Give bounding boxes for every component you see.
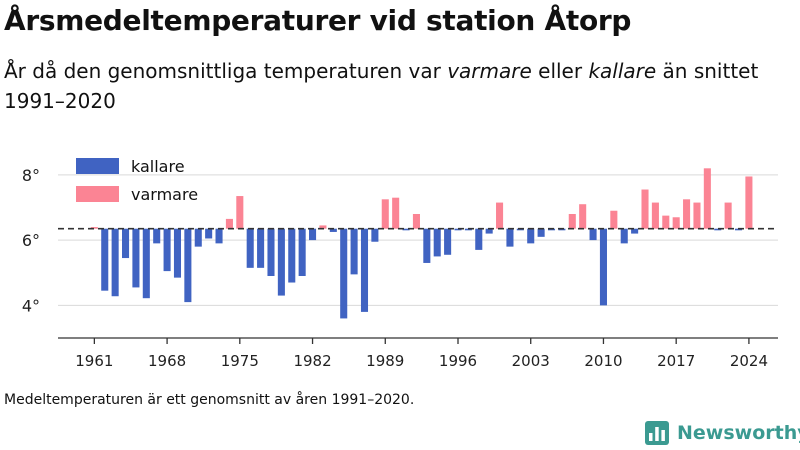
x-tick-label: 1975: [221, 352, 259, 370]
bar-kallare: [246, 228, 254, 268]
bar-kallare: [527, 228, 535, 244]
x-tick-label: 2017: [657, 352, 695, 370]
bar-kallare: [423, 228, 431, 263]
chart-subtitle: År då den genomsnittliga temperaturen va…: [4, 56, 784, 116]
bar-kallare: [267, 228, 275, 276]
legend-label-varmare: varmare: [131, 184, 199, 204]
footnote: Medeltemperaturen är ett genomsnitt av å…: [4, 392, 415, 408]
bar-varmare: [672, 217, 680, 229]
subtitle-cold-word: kallare: [588, 59, 657, 83]
x-tick-label: 2003: [512, 352, 550, 370]
bar-kallare: [163, 228, 171, 272]
bar-varmare: [225, 218, 233, 229]
y-tick-label: 4°: [22, 296, 40, 315]
bar-varmare: [319, 225, 327, 229]
bar-varmare: [381, 199, 389, 229]
bar-kallare: [153, 228, 161, 244]
brand-name: Newsworthy: [677, 422, 800, 444]
bar-kallare: [454, 228, 462, 231]
bar-kallare: [475, 228, 483, 250]
legend-swatch-varmare: [76, 186, 119, 202]
chart-title: Årsmedeltemperaturer vid station Åtorp: [4, 4, 632, 37]
bar-kallare: [516, 228, 524, 231]
bar-varmare: [641, 189, 649, 229]
bar-kallare: [111, 228, 119, 297]
bar-kallare: [277, 228, 285, 296]
bar-kallare: [631, 228, 639, 234]
bar-varmare: [703, 168, 711, 229]
bar-kallare: [360, 228, 369, 312]
bar-kallare: [464, 228, 472, 231]
bar-kallare: [298, 228, 306, 276]
bar-kallare: [173, 228, 182, 278]
bar-varmare: [412, 214, 420, 229]
bars: [90, 168, 753, 319]
bar-kallare: [340, 228, 348, 319]
bar-kallare: [444, 228, 452, 255]
x-tick-label: 1968: [148, 352, 186, 370]
bar-kallare: [329, 228, 337, 232]
bar-kallare: [620, 228, 628, 244]
bar-chart: 1961 1968 1975 1982 1989 1996 2003 2010 2017 2024…: [22, 166, 778, 370]
bar-kallare: [194, 228, 202, 247]
subtitle-warm-word: varmare: [447, 59, 532, 83]
legend-item-varmare: varmare: [76, 180, 198, 208]
x-tick-label: 2024: [730, 352, 768, 370]
bar-varmare: [683, 199, 691, 229]
bar-kallare: [506, 228, 514, 247]
y-tick-label: 8°: [22, 166, 40, 185]
x-tick-label: 1989: [366, 352, 404, 370]
x-axis: 1961 1968 1975 1982 1989 1996 2003 2010 2017 2024: [58, 337, 778, 370]
bar-varmare: [724, 202, 732, 229]
bar-kallare: [205, 228, 213, 239]
subtitle-middle: eller: [531, 59, 589, 83]
bar-kallare: [350, 228, 358, 275]
bar-kallare: [485, 228, 493, 234]
bar-varmare: [392, 197, 400, 229]
bar-kallare: [142, 228, 150, 299]
bar-varmare: [579, 204, 587, 229]
bar-kallare: [122, 228, 130, 259]
legend-swatch-kallare: [76, 158, 119, 174]
bar-kallare: [132, 228, 140, 288]
bar-varmare: [745, 176, 753, 229]
bar-kallare: [433, 228, 441, 257]
x-tick-label: 1982: [293, 352, 331, 370]
bar-varmare: [568, 214, 576, 229]
bar-kallare: [371, 228, 379, 242]
bar-kallare: [402, 228, 410, 231]
legend-label-kallare: kallare: [131, 156, 185, 176]
bar-kallare: [288, 228, 296, 283]
x-tick-label: 1961: [75, 352, 113, 370]
bar-kallare: [309, 228, 317, 241]
bar-varmare: [496, 202, 504, 229]
legend-item-kallare: kallare: [76, 152, 198, 180]
bar-kallare: [734, 228, 743, 231]
bar-kallare: [184, 228, 192, 303]
legend: kallare varmare: [76, 152, 198, 208]
bar-varmare: [693, 202, 701, 229]
bar-varmare: [236, 196, 244, 229]
bar-varmare: [662, 215, 670, 229]
bar-kallare: [714, 228, 722, 231]
bar-varmare: [90, 227, 98, 229]
brand-logo[interactable]: Newsworthy: [645, 421, 800, 445]
y-axis-labels: 4° 6° 8°: [22, 166, 40, 316]
bar-varmare: [651, 202, 659, 229]
bar-kallare: [599, 228, 607, 306]
bar-kallare: [589, 228, 597, 241]
newsworthy-bar-chart-icon: [645, 421, 669, 445]
subtitle-suffix: än snittet 1991–2020: [4, 59, 759, 113]
bar-kallare: [257, 228, 265, 268]
x-tick-label: 1996: [439, 352, 477, 370]
bar-varmare: [610, 210, 618, 229]
y-tick-label: 6°: [22, 231, 40, 250]
subtitle-prefix: År då den genomsnittliga temperaturen va…: [4, 59, 448, 83]
bar-kallare: [547, 228, 556, 231]
bar-kallare: [215, 228, 223, 244]
bar-kallare: [558, 228, 566, 231]
x-tick-label: 2010: [584, 352, 622, 370]
bar-kallare: [537, 228, 545, 237]
bar-kallare: [101, 228, 109, 291]
